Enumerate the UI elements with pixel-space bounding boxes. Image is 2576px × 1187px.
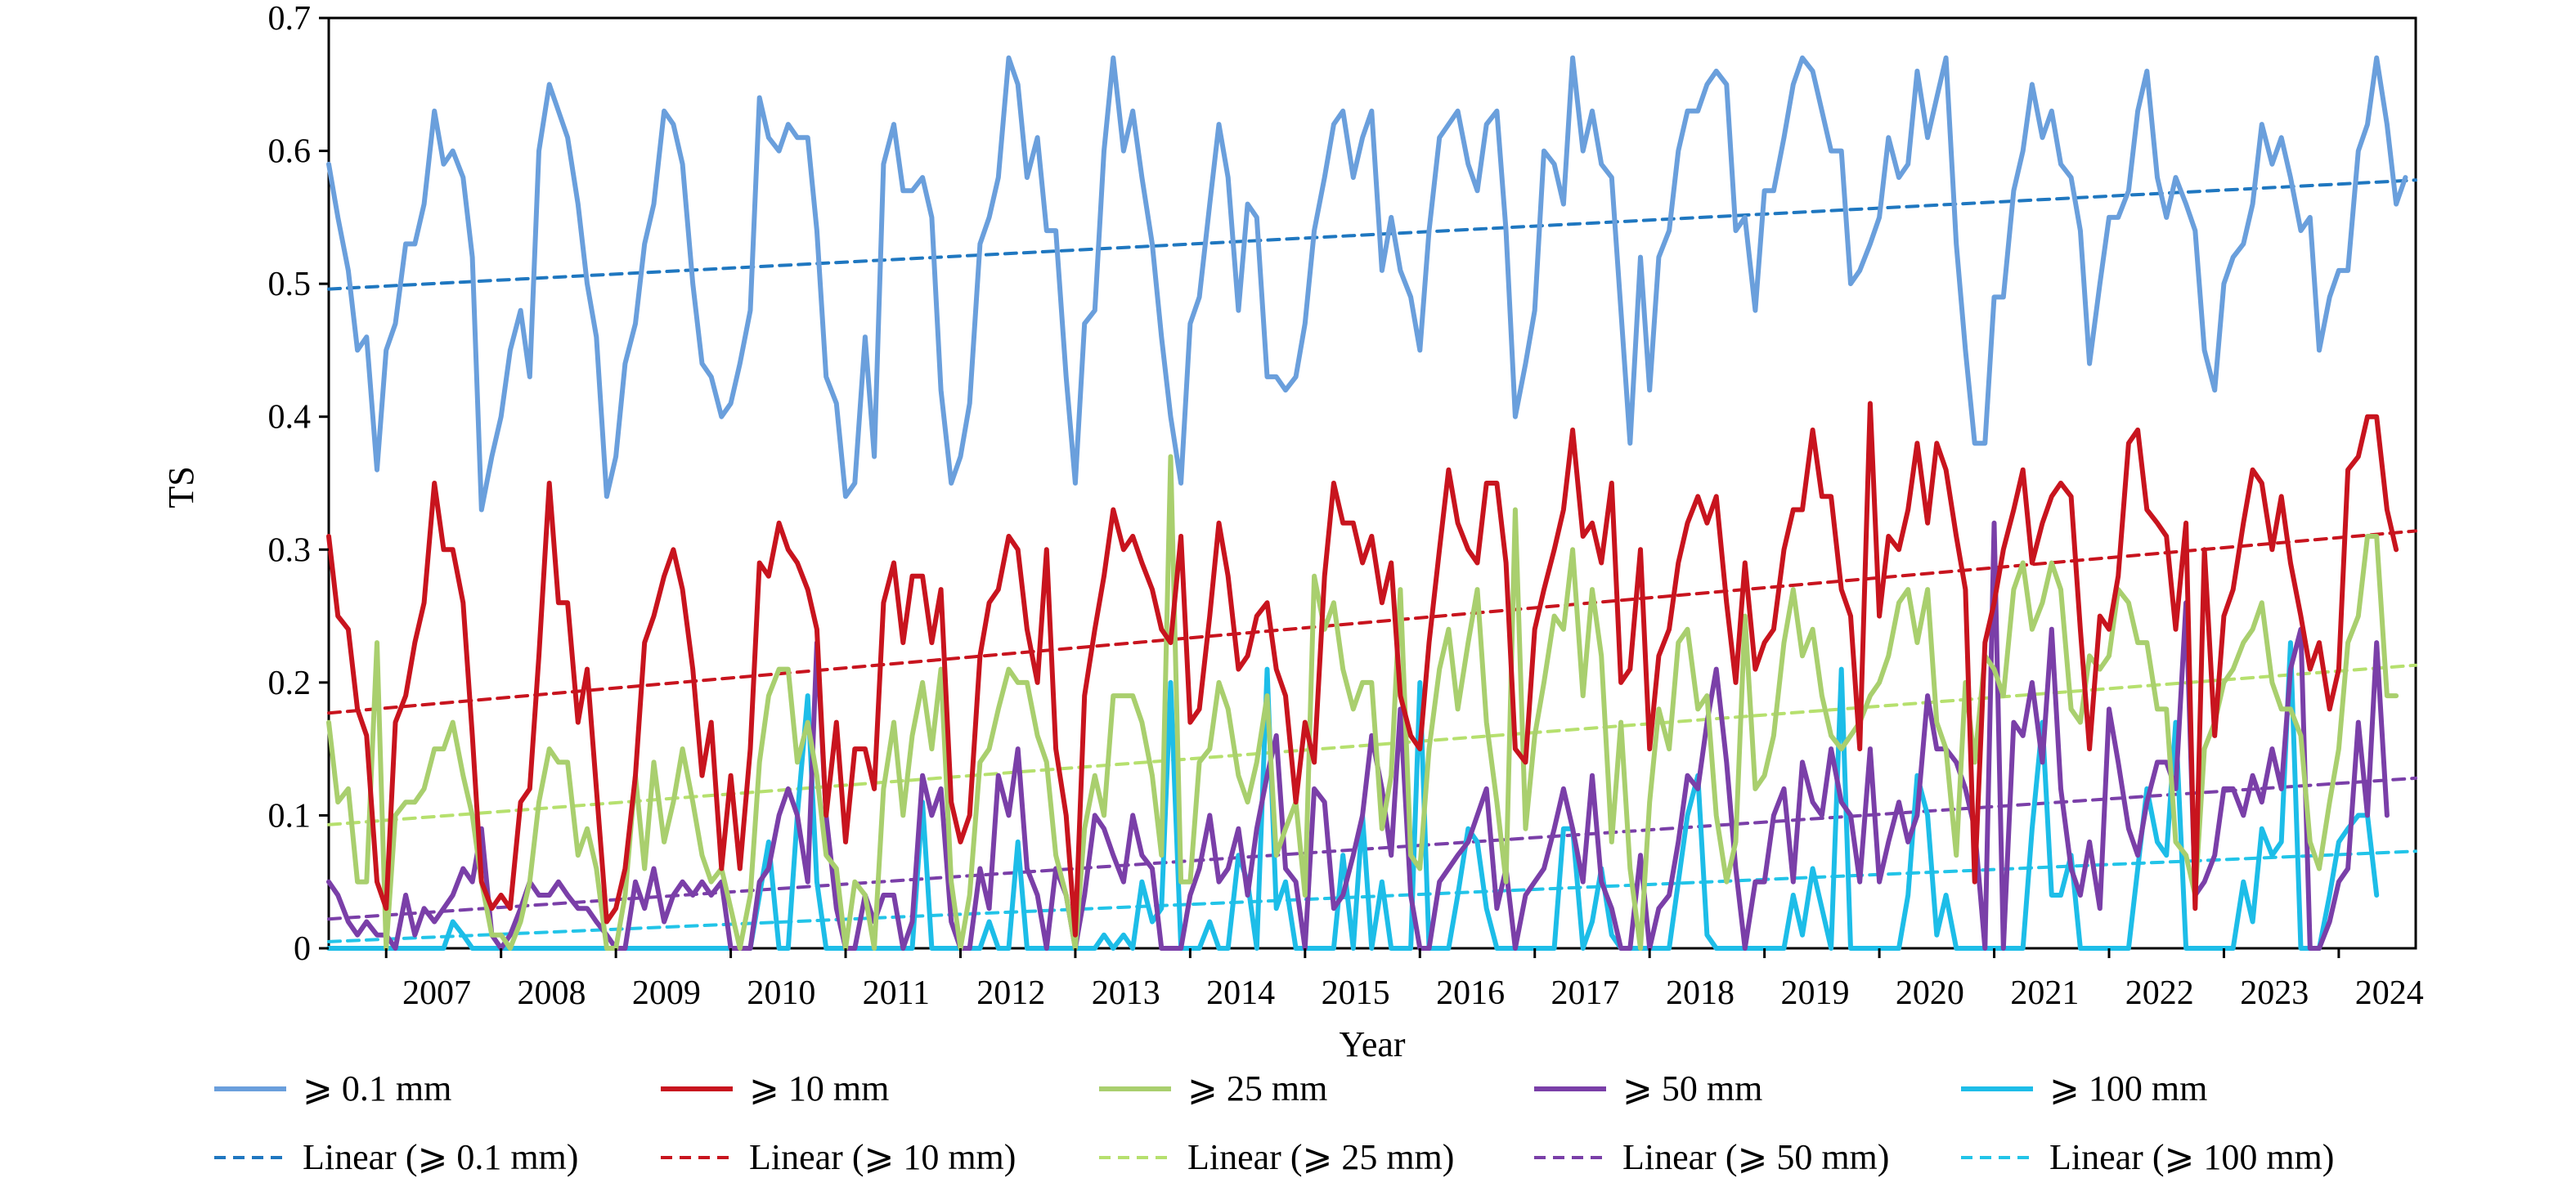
legend-label-linear-ge-25-mm: Linear (⩾ 25 mm): [1187, 1137, 1454, 1177]
y-tick-label: 0.6: [268, 133, 312, 171]
legend-label-ge-0-1-mm: ⩾ 0.1 mm: [303, 1068, 451, 1109]
x-tick-label: 2011: [863, 974, 930, 1012]
x-tick-label: 2014: [1206, 974, 1275, 1012]
series-line-ge-50-mm: [326, 520, 2390, 951]
series-line-ge-0-1-mm: [326, 55, 2408, 513]
x-tick-label: 2016: [1436, 974, 1505, 1012]
series-line-linear-ge-50-mm: [327, 776, 2417, 921]
x-tick-label: 2023: [2240, 974, 2309, 1012]
x-tick-label: 2024: [2355, 974, 2424, 1012]
legend-label-linear-ge-10-mm: Linear (⩾ 10 mm): [749, 1137, 1016, 1177]
x-tick-label: 2009: [632, 974, 701, 1012]
x-tick-label: 2021: [2010, 974, 2079, 1012]
x-tick-label: 2008: [517, 974, 586, 1012]
x-tick-label: 2013: [1092, 974, 1160, 1012]
x-axis-title: Year: [1339, 1024, 1405, 1064]
x-tick-label: 2007: [402, 974, 471, 1012]
series-line-linear-ge-0-1-mm: [327, 178, 2417, 291]
x-axis-ticks: 2007 2008 2009 2010 2011 2012 2013 2014 2015 2016…: [384, 948, 2424, 1012]
x-tick-label: 2010: [747, 974, 815, 1012]
x-tick-label: 2018: [1666, 974, 1735, 1012]
legend-label-ge-25-mm: ⩾ 25 mm: [1187, 1068, 1327, 1109]
legend-label-linear-ge-100-mm: Linear (⩾ 100 mm): [2049, 1137, 2334, 1177]
series-line-ge-25-mm: [326, 454, 2399, 951]
x-tick-label: 2019: [1780, 974, 1849, 1012]
legend-label-linear-ge-0-1-mm: Linear (⩾ 0.1 mm): [303, 1137, 578, 1177]
y-tick-label: 0.2: [268, 665, 312, 702]
y-tick-label: 0.1: [268, 797, 312, 835]
x-tick-label: 2015: [1322, 974, 1390, 1012]
y-tick-label: 0.5: [268, 266, 312, 303]
series-line-linear-ge-10-mm: [327, 529, 2417, 715]
y-axis-title: TS: [161, 466, 201, 508]
series-layer: [326, 55, 2417, 951]
y-tick-label: 0.4: [268, 399, 312, 437]
y-tick-label: 0.7: [268, 0, 312, 38]
series-line-ge-10-mm: [326, 401, 2399, 938]
y-tick-label: 0.3: [268, 531, 312, 569]
legend-label-ge-100-mm: ⩾ 100 mm: [2049, 1068, 2207, 1109]
x-tick-label: 2020: [1896, 974, 1964, 1012]
legend: ⩾ 0.1 mm ⩾ 10 mm ⩾ 25 mm ⩾ 50 mm ⩾ 100 mm Lin…: [214, 1068, 2334, 1177]
legend-label-ge-10-mm: ⩾ 10 mm: [749, 1068, 889, 1109]
series-line-ge-100-mm: [326, 640, 2380, 951]
x-tick-label: 2017: [1551, 974, 1620, 1012]
legend-label-ge-50-mm: ⩾ 50 mm: [1622, 1068, 1762, 1109]
x-tick-label: 2012: [976, 974, 1045, 1012]
x-tick-label: 2022: [2125, 974, 2194, 1012]
y-tick-label: 0: [294, 930, 311, 968]
legend-label-linear-ge-50-mm: Linear (⩾ 50 mm): [1622, 1137, 1889, 1177]
y-axis-ticks: 0 0.1 0.2 0.3 0.4 0.5 0.6 0.7: [268, 0, 329, 968]
